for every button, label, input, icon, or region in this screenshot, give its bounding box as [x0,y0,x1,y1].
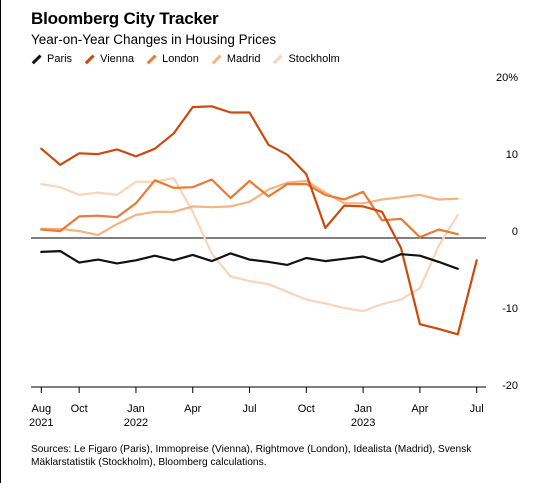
legend-label-stockholm: Stockholm [288,53,340,65]
series-line-london [40,178,459,239]
legend-item-stockholm: Stockholm [272,53,340,65]
y-tick-label: 20% [496,72,518,84]
series-line-stockholm [40,176,459,313]
y-tick-label: 0 [512,226,518,238]
legend-item-london: London [146,53,199,65]
left-border [0,0,1,483]
x-tick-label: Jul [470,403,484,415]
x-tick-label: Jan [354,403,372,415]
x-tick-label: Aug [32,403,52,415]
x-tick-label: Oct [71,403,88,415]
y-tick-label: -20 [502,380,518,392]
x-tick-label: Jul [242,403,256,415]
legend-item-madrid: Madrid [211,53,261,65]
x-tick-year-label: 2022 [124,417,148,429]
legend-label-paris: Paris [47,53,73,65]
series-line-madrid [40,179,459,236]
x-tick-label: Apr [411,403,428,415]
chart-title: Bloomberg City Tracker [31,9,219,28]
source-note: Sources: Le Figaro (Paris), Immopreise (… [31,444,472,468]
legend-label-vienna: Vienna [100,53,135,65]
legend-item-vienna: Vienna [84,53,134,65]
legend-label-madrid: Madrid [226,53,261,65]
x-tick-year-label: 2021 [29,417,53,429]
series-line-vienna [40,105,478,336]
chart-subtitle: Year-on-Year Changes in Housing Prices [31,32,277,47]
x-tick-year-label: 2023 [351,417,375,429]
x-tick-label: Apr [184,403,201,415]
y-tick-label: 10 [506,149,518,161]
series-line-paris [40,250,459,270]
x-tick-label: Oct [298,403,315,415]
legend-item-paris: Paris [31,53,72,65]
y-tick-label: -10 [502,303,518,315]
legend-label-london: London [162,53,199,65]
legend: Paris Vienna London Madrid Stockholm [31,53,340,65]
x-tick-label: Jan [127,403,145,415]
line-chart: 20% 10 0 -10 -20 Aug 2021 Oct Jan 2022 Apr Jul Oct Ja… [29,72,518,429]
